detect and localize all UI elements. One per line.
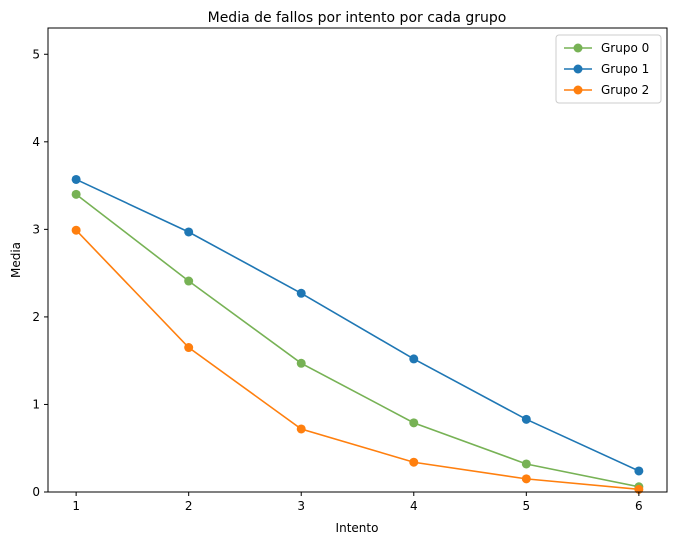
legend-item: Grupo 0 [564, 41, 649, 55]
x-axis: 1 2 3 4 5 6 [72, 492, 643, 513]
chart-title: Media de fallos por intento por cada gru… [208, 10, 507, 26]
y-axis: 0 1 2 3 4 5 [32, 47, 48, 499]
data-point [409, 457, 419, 467]
data-point [521, 459, 531, 469]
data-point [71, 225, 81, 235]
series-2 [71, 225, 644, 494]
data-point [296, 358, 306, 368]
data-point [184, 343, 194, 353]
legend-label: Grupo 1 [601, 62, 649, 76]
data-point [521, 414, 531, 424]
legend-marker [573, 64, 583, 74]
plot-area [71, 174, 644, 494]
data-point [634, 466, 644, 476]
x-axis-label: Intento [336, 521, 379, 535]
x-tick-label: 1 [72, 499, 80, 513]
x-tick-label: 4 [410, 499, 418, 513]
data-point [521, 474, 531, 484]
data-point [71, 189, 81, 199]
legend-item: Grupo 2 [564, 83, 649, 97]
y-tick-label: 4 [32, 135, 40, 149]
legend-label: Grupo 0 [601, 41, 649, 55]
legend-marker [573, 43, 583, 53]
legend-label: Grupo 2 [601, 83, 649, 97]
series-1 [71, 174, 644, 476]
series-0 [71, 189, 644, 492]
data-point [296, 288, 306, 298]
legend-item: Grupo 1 [564, 62, 649, 76]
y-tick-label: 5 [32, 47, 40, 61]
y-tick-label: 0 [32, 485, 40, 499]
data-point [409, 418, 419, 428]
data-point [184, 276, 194, 286]
plot-frame [47, 27, 668, 493]
data-point [409, 354, 419, 364]
series-line [75, 193, 640, 488]
data-point [296, 424, 306, 434]
series-line [75, 229, 639, 491]
data-point [71, 174, 81, 184]
x-tick-label: 5 [522, 499, 530, 513]
x-tick-label: 3 [297, 499, 305, 513]
data-point [184, 227, 194, 237]
y-tick-label: 1 [32, 397, 40, 411]
legend-box [555, 34, 662, 104]
series-line [75, 178, 640, 472]
x-tick-label: 6 [635, 499, 643, 513]
legend: Grupo 0 Grupo 1 Grupo 2 [555, 34, 662, 104]
y-axis-label: Media [9, 242, 23, 278]
x-tick-label: 2 [185, 499, 193, 513]
legend-marker [573, 85, 583, 95]
y-tick-label: 2 [32, 310, 40, 324]
y-tick-label: 3 [32, 222, 40, 236]
